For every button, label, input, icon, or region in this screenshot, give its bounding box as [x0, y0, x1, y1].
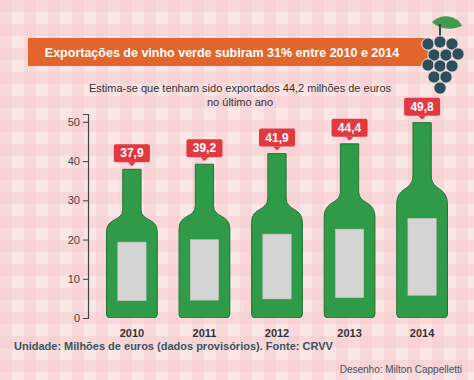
y-tick: 50 — [68, 116, 88, 128]
y-tick-mark — [83, 318, 88, 319]
subtitle-line: Estima-se que tenham sido exportados 44,… — [89, 82, 392, 94]
bottle-label — [118, 242, 146, 301]
y-tick-label: 30 — [68, 194, 80, 206]
y-tick-mark — [83, 200, 88, 201]
bottle — [397, 123, 448, 318]
y-tick-label: 20 — [68, 234, 80, 246]
bottle-label — [335, 229, 363, 298]
data-label: 44,4 — [338, 121, 362, 135]
data-label-pointer — [273, 147, 281, 151]
x-tick-label: 2011 — [193, 327, 217, 339]
bottle-label — [408, 218, 436, 295]
title-banner — [28, 38, 428, 66]
source-note: Unidade: Milhões de euros (dados provisó… — [14, 340, 333, 352]
bottle — [324, 144, 375, 318]
x-tick: 2014 — [410, 327, 435, 339]
grape-leaf — [432, 16, 462, 28]
data-label: 41,9 — [265, 131, 289, 145]
x-tick-label: 2010 — [120, 327, 144, 339]
data-label-pointer — [200, 157, 208, 161]
bottle — [107, 169, 158, 318]
grape — [446, 60, 458, 72]
y-tick-mark — [83, 161, 88, 162]
grape — [434, 82, 446, 94]
subtitle: Estima-se que tenham sido exportados 44,… — [89, 82, 392, 108]
x-tick-label: 2013 — [337, 327, 361, 339]
bottle — [252, 154, 303, 318]
bottles — [107, 123, 448, 318]
bottle — [179, 164, 230, 318]
data-label-pointer — [128, 162, 136, 166]
x-tick-label: 2014 — [410, 327, 435, 339]
chart: Exportações de vinho verde subiram 31% e… — [0, 0, 474, 380]
grape — [434, 36, 446, 48]
y-tick-label: 10 — [68, 273, 80, 285]
data-label: 49,8 — [410, 100, 434, 114]
grape — [434, 60, 446, 72]
y-tick-mark — [83, 279, 88, 280]
x-tick: 2012 — [265, 327, 289, 339]
data-label: 39,2 — [193, 141, 217, 155]
y-tick-label: 0 — [74, 312, 80, 324]
grape — [422, 59, 434, 71]
y-tick: 20 — [68, 234, 88, 246]
x-tick-label: 2012 — [265, 327, 289, 339]
bottle-label — [190, 240, 218, 301]
y-tick: 0 — [74, 312, 88, 324]
data-label-box — [259, 129, 295, 147]
background — [0, 0, 474, 380]
grape — [428, 71, 440, 83]
x-axis: 2010 2011 2012 2013 2014 — [120, 327, 436, 339]
grapes-icon — [422, 16, 464, 94]
y-tick-mark — [83, 240, 88, 241]
y-tick-label: 40 — [68, 155, 80, 167]
x-tick: 2013 — [337, 327, 361, 339]
data-label-box — [186, 139, 222, 157]
data-label-box — [332, 119, 368, 137]
grape — [452, 48, 464, 60]
y-tick: 30 — [68, 194, 88, 206]
x-tick: 2011 — [193, 327, 217, 339]
y-axis: 0 10 20 30 40 50 — [68, 115, 89, 325]
grape — [422, 38, 434, 50]
y-tick-mark — [83, 122, 88, 123]
grape — [440, 49, 452, 61]
data-label-box — [404, 98, 440, 116]
grape — [440, 71, 452, 83]
bottle-label — [263, 234, 291, 299]
y-tick: 40 — [68, 155, 88, 167]
x-tick: 2010 — [120, 327, 144, 339]
y-tick: 10 — [68, 273, 88, 285]
data-label-pointer — [418, 116, 426, 120]
title: Exportações de vinho verde subiram 31% e… — [45, 46, 399, 60]
credit-note: Desenho: Milton Cappelletti — [340, 364, 462, 375]
data-label: 37,9 — [120, 146, 144, 160]
y-axis-line — [83, 115, 89, 319]
data-labels: 37,9 39,2 41,9 44,4 49,8 — [114, 98, 440, 167]
subtitle-line: no último ano — [207, 96, 273, 108]
data-label-pointer — [346, 137, 354, 141]
data-label-box — [114, 144, 150, 162]
y-tick-label: 50 — [68, 116, 80, 128]
